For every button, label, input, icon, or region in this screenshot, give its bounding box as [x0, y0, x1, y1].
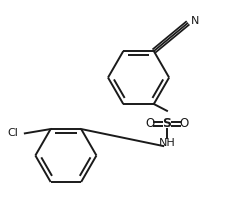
Text: O: O: [180, 117, 189, 130]
Text: S: S: [162, 117, 172, 130]
Text: O: O: [145, 117, 154, 130]
Text: N: N: [191, 16, 199, 26]
Text: NH: NH: [159, 138, 175, 148]
Text: Cl: Cl: [8, 128, 19, 138]
